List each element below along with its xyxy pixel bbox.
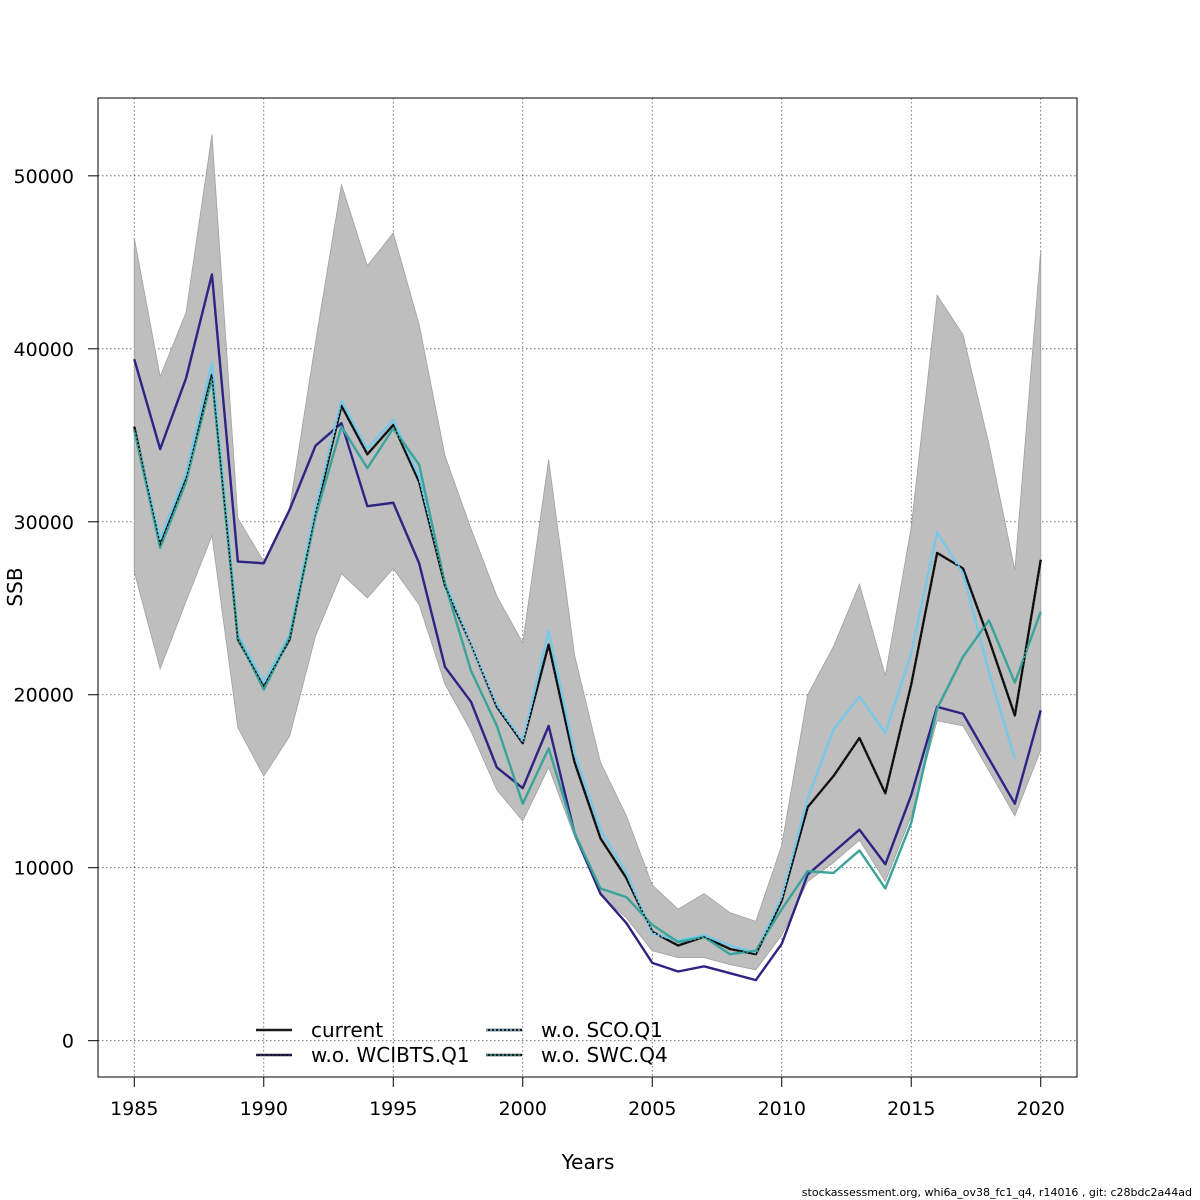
legend-label-2: w.o. SCO.Q1 xyxy=(541,1018,663,1042)
series-lines xyxy=(133,273,1042,982)
x-tick-label-2015: 2015 xyxy=(887,1098,935,1120)
legend-label-1: w.o. WCIBTS.Q1 xyxy=(311,1043,470,1067)
legend-label-0: current xyxy=(311,1018,383,1042)
x-tick-label-2010: 2010 xyxy=(758,1098,806,1120)
x-axis-title: Years xyxy=(561,1150,615,1174)
y-tick-label-40000: 40000 xyxy=(14,339,74,361)
x-tick-label-1990: 1990 xyxy=(240,1098,288,1120)
series-line-current-overlay xyxy=(133,374,1042,955)
x-tick-label-2005: 2005 xyxy=(628,1098,676,1120)
x-axis: 1985 1990 1995 2000 2005 2010 2015 2020 xyxy=(110,1076,1065,1120)
confidence-band xyxy=(133,134,1042,971)
x-tick-label-1995: 1995 xyxy=(369,1098,417,1120)
y-tick-label-50000: 50000 xyxy=(14,166,74,188)
y-axis: 0 10000 20000 30000 40000 50000 xyxy=(14,166,98,1053)
series-line-2 xyxy=(133,361,1016,954)
y-axis-title: SSB xyxy=(3,567,27,606)
y-tick-label-0: 0 xyxy=(62,1031,74,1053)
x-tick-label-2000: 2000 xyxy=(499,1098,547,1120)
x-tick-label-1985: 1985 xyxy=(110,1098,158,1120)
x-tick-label-2020: 2020 xyxy=(1017,1098,1065,1120)
y-tick-label-30000: 30000 xyxy=(14,512,74,534)
legend-label-3: w.o. SWC.Q4 xyxy=(541,1043,668,1067)
y-tick-label-10000: 10000 xyxy=(14,858,74,880)
footer-credit: stockassessment.org, whi6a_ov38_fc1_q4, … xyxy=(801,1186,1192,1199)
series-line-3 xyxy=(133,377,1042,956)
y-tick-label-20000: 20000 xyxy=(14,685,74,707)
